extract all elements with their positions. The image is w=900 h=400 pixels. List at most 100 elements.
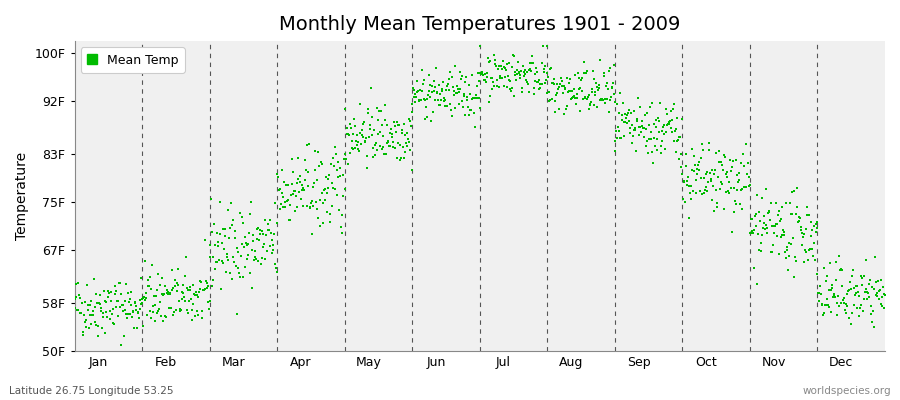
- Point: [370, 105, 384, 112]
- Point: [459, 73, 473, 80]
- Point: [148, 317, 162, 324]
- Point: [740, 170, 754, 177]
- Point: [865, 284, 879, 290]
- Point: [878, 292, 892, 298]
- Point: [806, 240, 821, 246]
- Point: [281, 182, 295, 188]
- Point: [238, 234, 253, 240]
- Point: [859, 257, 873, 263]
- Point: [404, 122, 419, 129]
- Point: [158, 314, 173, 320]
- Point: [363, 122, 377, 128]
- Point: [789, 185, 804, 192]
- Point: [86, 276, 101, 282]
- Point: [434, 97, 448, 104]
- Point: [616, 119, 631, 125]
- Point: [78, 317, 93, 323]
- Point: [323, 219, 338, 225]
- Point: [183, 284, 197, 290]
- Point: [157, 290, 171, 297]
- Point: [515, 85, 529, 92]
- Point: [574, 77, 589, 83]
- Point: [457, 78, 472, 85]
- Point: [827, 291, 842, 297]
- Point: [782, 252, 796, 259]
- Point: [548, 98, 562, 104]
- Point: [93, 292, 107, 299]
- Point: [626, 133, 640, 140]
- Point: [635, 124, 650, 131]
- Point: [372, 130, 386, 137]
- Point: [389, 129, 403, 135]
- Point: [626, 127, 641, 133]
- Point: [791, 219, 806, 225]
- Point: [117, 333, 131, 339]
- Text: worldspecies.org: worldspecies.org: [803, 386, 891, 396]
- Point: [160, 290, 175, 297]
- Point: [331, 158, 346, 165]
- Point: [810, 225, 824, 231]
- Point: [850, 289, 865, 295]
- Point: [533, 81, 547, 87]
- Point: [346, 131, 361, 138]
- Point: [724, 185, 738, 191]
- Point: [293, 195, 308, 202]
- Point: [699, 169, 714, 175]
- Point: [837, 300, 851, 306]
- Legend: Mean Temp: Mean Temp: [81, 47, 184, 73]
- Point: [582, 106, 597, 113]
- Point: [695, 141, 709, 147]
- Point: [425, 82, 439, 89]
- Point: [457, 91, 472, 97]
- Point: [195, 308, 210, 315]
- Point: [802, 246, 816, 253]
- Point: [746, 227, 760, 234]
- Point: [842, 314, 856, 321]
- Point: [272, 187, 286, 194]
- Point: [595, 96, 609, 102]
- Point: [769, 200, 783, 206]
- Point: [492, 73, 507, 80]
- Point: [696, 147, 710, 153]
- Point: [789, 210, 804, 217]
- Point: [826, 293, 841, 300]
- Point: [665, 129, 680, 135]
- Point: [193, 286, 207, 292]
- Point: [644, 136, 658, 142]
- Point: [304, 200, 319, 206]
- Point: [531, 77, 545, 84]
- Point: [347, 145, 362, 152]
- Point: [785, 188, 799, 195]
- Point: [473, 70, 488, 77]
- Point: [756, 225, 770, 231]
- Point: [852, 293, 867, 299]
- Point: [417, 77, 431, 84]
- Point: [858, 289, 872, 296]
- Point: [724, 164, 739, 171]
- Point: [875, 294, 889, 300]
- Point: [831, 312, 845, 318]
- Point: [446, 74, 460, 80]
- Point: [454, 72, 469, 79]
- Point: [625, 140, 639, 146]
- Point: [210, 230, 224, 236]
- Point: [792, 214, 806, 220]
- Point: [230, 311, 245, 318]
- Point: [269, 269, 284, 275]
- Point: [343, 120, 357, 127]
- Point: [814, 302, 829, 308]
- Point: [536, 66, 551, 72]
- Point: [335, 230, 349, 236]
- Point: [203, 195, 218, 202]
- Point: [337, 172, 351, 178]
- Point: [801, 257, 815, 263]
- Point: [576, 95, 590, 102]
- Point: [145, 262, 159, 268]
- Point: [143, 273, 157, 280]
- Point: [480, 74, 494, 80]
- Point: [534, 81, 548, 88]
- Point: [781, 240, 796, 246]
- Point: [491, 76, 505, 83]
- Point: [613, 90, 627, 96]
- Point: [678, 199, 692, 205]
